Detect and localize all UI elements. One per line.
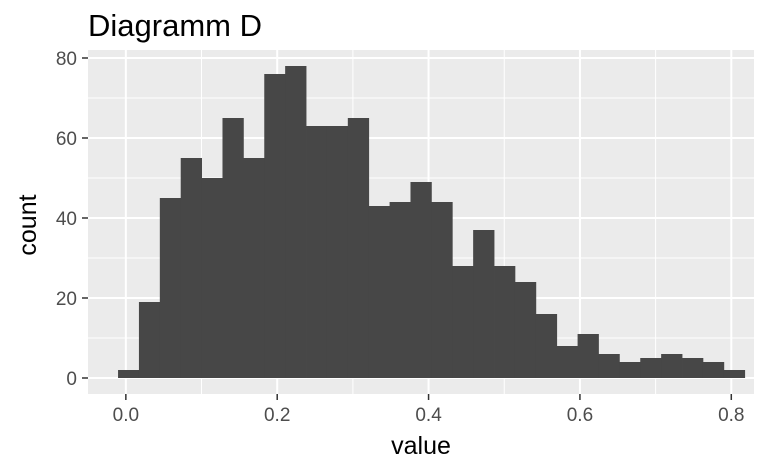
y-tick-label: 80 [56,49,77,70]
y-tick-label: 0 [66,369,77,390]
histogram-bar [473,230,495,378]
histogram-bar [494,266,516,378]
histogram-bar [661,354,683,378]
histogram-bars [118,66,746,378]
y-tick-label: 60 [56,129,77,150]
histogram-bar [682,358,704,378]
histogram-bar [222,118,244,378]
histogram-bar [243,158,265,378]
histogram-bar [201,178,223,378]
x-tick-label: 0.2 [264,405,290,426]
histogram-bar [431,202,453,378]
histogram-bar [452,266,474,378]
histogram-bar [389,202,411,378]
axes: 0.0 0.2 0.4 0.6 0.8 0 20 40 60 80 [56,49,745,426]
histogram-bar [347,118,370,378]
histogram-bar [159,198,182,378]
histogram-bar [285,66,307,378]
x-tick-label: 0.4 [415,405,442,426]
histogram-bar [410,182,432,378]
histogram-bar [598,354,620,378]
histogram-bar [118,370,140,378]
y-tick-label: 20 [56,289,77,310]
y-tick-label: 40 [56,209,77,230]
histogram-bar [514,282,537,378]
histogram-bar [535,314,558,378]
x-tick-label: 0.8 [718,405,744,426]
x-tick-label: 0.0 [113,405,139,426]
y-axis-title: count [14,194,42,255]
x-axis-title: value [391,432,451,460]
histogram-bar [326,126,349,378]
histogram-bar [640,358,662,378]
histogram-bar [264,74,286,378]
histogram-bar [577,334,599,378]
x-tick-label: 0.6 [567,405,593,426]
histogram-bar [702,362,725,378]
histogram-bar [306,126,328,378]
histogram-bar [138,302,161,378]
histogram-bar [368,206,390,378]
histogram-bar [619,362,641,378]
histogram-bar [723,370,746,378]
histogram-bar [180,158,202,378]
chart-title: Diagramm D [88,8,262,43]
histogram-bar [556,346,578,378]
